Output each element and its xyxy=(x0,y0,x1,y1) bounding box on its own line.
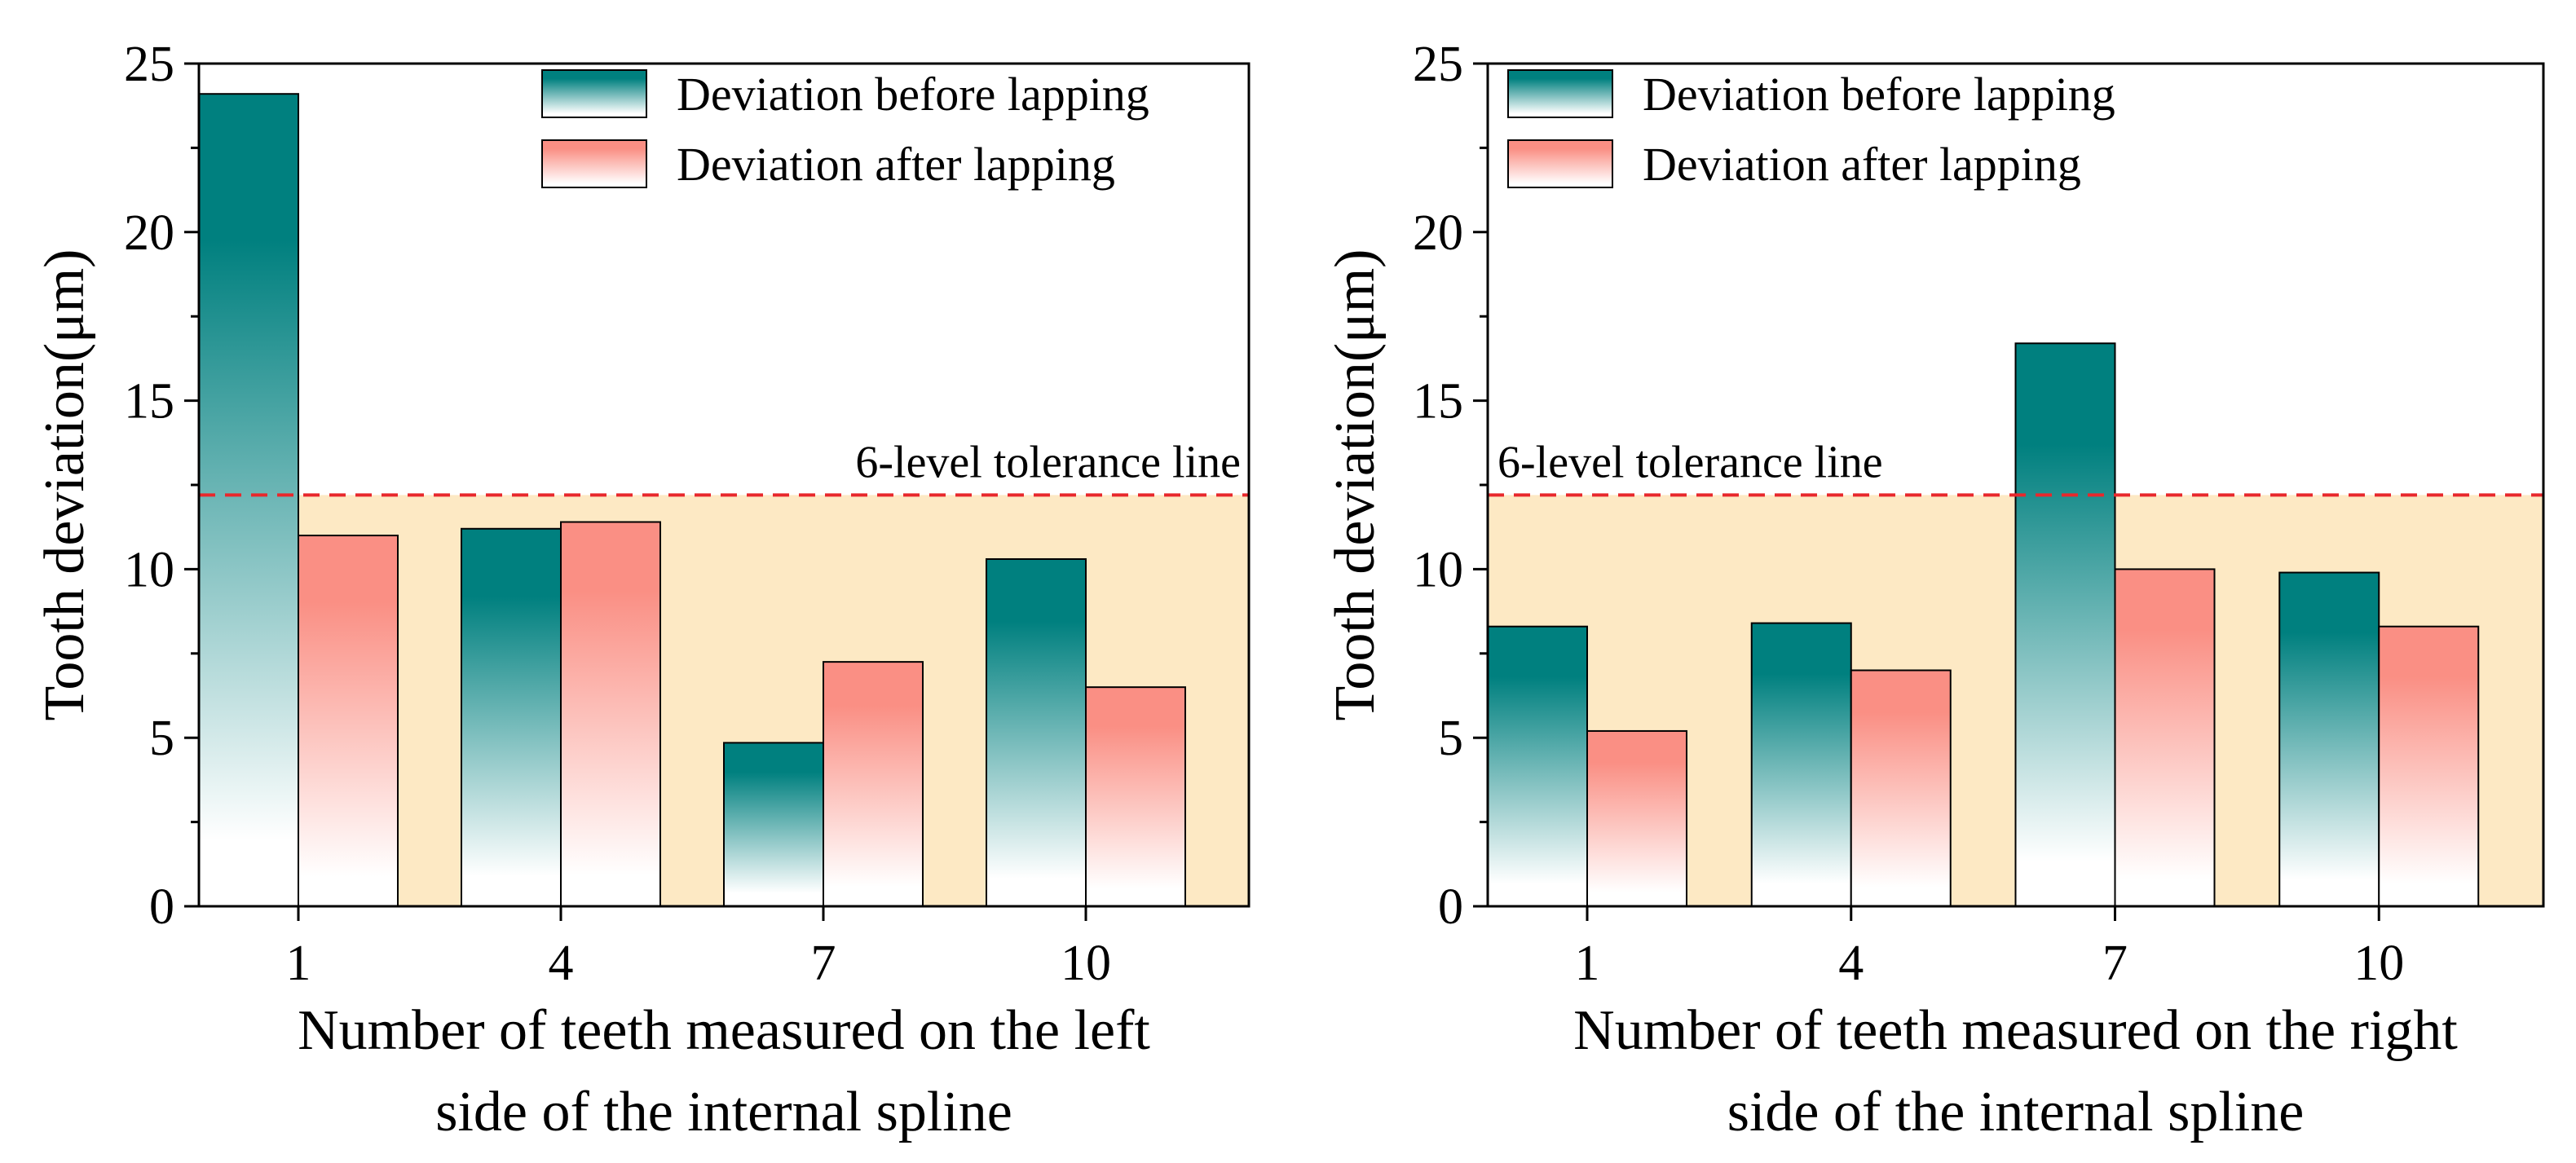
bar-after-lapping-7 xyxy=(823,661,924,907)
y-tick-label: 15 xyxy=(124,374,174,430)
bar-after-lapping-4 xyxy=(560,521,661,907)
x-tick-label: 4 xyxy=(1838,936,1864,991)
y-tick-label: 25 xyxy=(1413,37,1463,92)
y-tick-label: 20 xyxy=(1413,205,1463,261)
legend-label: Deviation after lapping xyxy=(1643,138,2081,191)
x-tick-label: 7 xyxy=(811,936,836,991)
y-tick-label: 20 xyxy=(124,205,174,261)
bar-after-lapping-7 xyxy=(2114,568,2216,908)
y-tick-label: 10 xyxy=(124,542,174,597)
tolerance-line-label: 6-level tolerance line xyxy=(855,437,1241,487)
tolerance-line-label: 6-level tolerance line xyxy=(1498,437,1883,487)
x-tick-label: 7 xyxy=(2102,936,2128,991)
bar-after-lapping-10 xyxy=(2378,625,2480,907)
x-tick-label: 10 xyxy=(1061,936,1111,991)
bar-after-lapping-4 xyxy=(1850,669,1952,907)
y-tick-label: 0 xyxy=(149,879,174,935)
x-tick-label: 10 xyxy=(2353,936,2404,991)
y-axis-title: Tooth deviation(μm) xyxy=(33,249,96,721)
x-tick-label: 4 xyxy=(549,936,574,991)
y-tick-label: 0 xyxy=(1438,879,1463,935)
bar-after-lapping-10 xyxy=(1085,686,1186,907)
bar-before-lapping-10 xyxy=(986,557,1087,907)
y-tick-label: 15 xyxy=(1413,374,1463,430)
x-axis-title-line: side of the internal spline xyxy=(435,1081,1012,1143)
y-tick-label: 25 xyxy=(124,37,174,92)
bar-before-lapping-4 xyxy=(461,527,562,907)
y-tick-label: 5 xyxy=(1438,711,1463,766)
legend-swatch xyxy=(541,139,647,188)
right-chart-panel: 6-level tolerance line 0 5 10 15 20 25 1 4 7 10 Too… xyxy=(1324,37,2545,1143)
bar-before-lapping-4 xyxy=(1750,622,1852,907)
x-axis-title-line: Number of teeth measured on the right xyxy=(1573,999,2458,1062)
legend-label: Deviation before lapping xyxy=(1643,68,2115,121)
legend-label: Deviation after lapping xyxy=(677,138,1115,191)
legend-label: Deviation before lapping xyxy=(677,68,1149,121)
bar-before-lapping-10 xyxy=(2278,571,2380,907)
legend-swatch xyxy=(541,69,647,118)
x-tick-label: 1 xyxy=(286,936,311,991)
bar-before-lapping-7 xyxy=(723,742,824,907)
x-tick-label: 1 xyxy=(1575,936,1600,991)
left-chart-panel: 6-level tolerance line 0 5 10 15 20 25 1 4 7 10 Too… xyxy=(33,37,1251,1143)
bar-before-lapping-1 xyxy=(1487,625,1588,907)
x-axis-title-line: side of the internal spline xyxy=(1727,1081,2305,1143)
bar-before-lapping-1 xyxy=(198,93,299,907)
legend-swatch xyxy=(1507,139,1613,188)
y-tick-label: 5 xyxy=(149,711,174,766)
legend-swatch xyxy=(1507,69,1613,118)
bar-before-lapping-7 xyxy=(2014,342,2116,907)
y-tick-label: 10 xyxy=(1413,542,1463,597)
bar-after-lapping-1 xyxy=(298,535,399,907)
bar-after-lapping-1 xyxy=(1586,729,1687,907)
y-axis-title: Tooth deviation(μm) xyxy=(1324,249,1387,721)
x-axis-title-line: Number of teeth measured on the left xyxy=(298,999,1150,1062)
